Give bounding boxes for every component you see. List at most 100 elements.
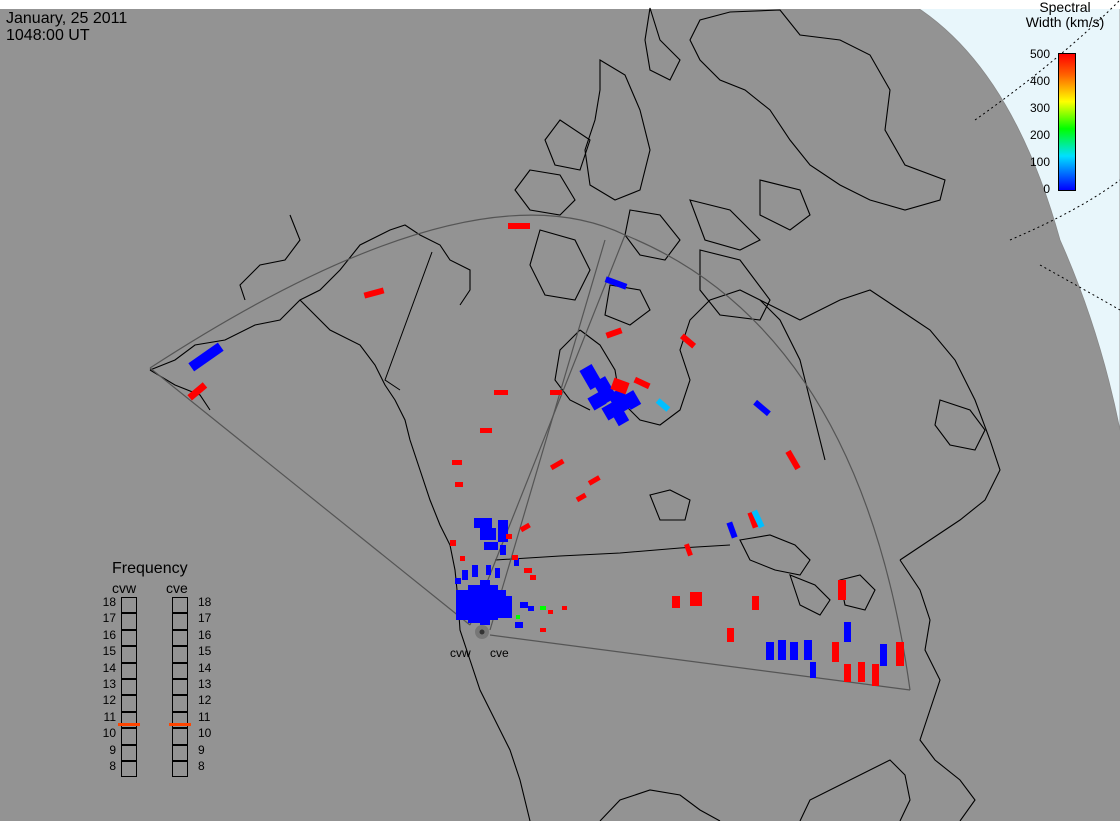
scatter-cell (655, 398, 671, 412)
scatter-cell (858, 662, 865, 682)
scatter-cell (480, 580, 490, 625)
scatter-cell (540, 606, 546, 610)
scatter-cell (880, 644, 887, 666)
cvw-frequency-cell (121, 695, 137, 712)
scatter-cell (480, 428, 492, 433)
scatter-cell (844, 622, 851, 642)
scatter-cell (519, 522, 531, 533)
scatter-cell (679, 333, 697, 349)
cve-frequency-cell (172, 613, 188, 630)
scatter-cell (604, 276, 628, 290)
scatter-cell (472, 565, 478, 577)
scatter-cell (785, 449, 801, 471)
frequency-scale-label-left: 11 (103, 709, 116, 724)
colorbar-tick-label: 200 (1029, 128, 1050, 142)
scatter-cell (587, 475, 601, 486)
frequency-scale-label-right: 17 (198, 611, 212, 626)
cve-frequency-cell (172, 711, 188, 729)
scatter-cell (778, 640, 786, 660)
colorbar-tick-label: 500 (1029, 47, 1050, 61)
scatter-cell (605, 327, 623, 339)
scatter-cell (462, 570, 468, 580)
frequency-scale-label-right: 9 (198, 742, 205, 757)
colorbar-tick-label: 100 (1029, 155, 1050, 169)
frequency-title: Frequency (112, 560, 188, 577)
latitude-grid-line (1009, 179, 1120, 241)
scatter-cell (508, 223, 530, 229)
cvw-frequency-cell (121, 597, 137, 614)
cvw-fov-east-edge (469, 234, 626, 626)
cvw-frequency-cell (121, 662, 137, 679)
scatter-cell (474, 518, 492, 528)
longitude-grid-line (1039, 264, 1120, 311)
frequency-scale-label-left: 18 (102, 595, 116, 609)
frequency-scale-label-right: 12 (198, 693, 212, 708)
cve-frequency-cell (172, 662, 188, 679)
cve-fov-west-edge (489, 239, 606, 631)
colorbar-tick-label: 400 (1029, 74, 1050, 88)
cell-cluster-near-range (455, 518, 534, 628)
scatter-cell (486, 565, 491, 575)
frequency-scale-label-right: 14 (198, 660, 212, 675)
cve-frequency-cell (172, 761, 188, 778)
frequency-scale-label-right: 10 (198, 726, 212, 741)
frequency-scale-label-right: 18 (198, 595, 212, 609)
colorbar-gradient (1058, 53, 1076, 191)
cell-scatter-red (187, 223, 904, 686)
cve-frequency-marker (169, 723, 191, 727)
cve-fov-south-edge (489, 634, 911, 691)
frequency-scale-label-left: 10 (102, 726, 116, 741)
scatter-cell (752, 596, 759, 610)
scatter-cell (516, 615, 520, 619)
scatter-cell (514, 558, 519, 566)
scatter-cell (607, 387, 633, 415)
frequency-scale-label-left: 14 (102, 660, 116, 675)
scatter-cell (484, 542, 498, 550)
scatter-cell (500, 545, 506, 555)
scatter-cell (575, 492, 587, 503)
scatter-cell (188, 342, 224, 372)
scatter-cell (844, 664, 851, 682)
top-border (0, 0, 1120, 9)
scatter-cell (450, 540, 456, 546)
scatter-cell (562, 606, 567, 610)
scatter-cell (363, 287, 385, 299)
scatter-cell (622, 390, 642, 410)
scatter-cell (515, 622, 523, 628)
scatter-cell (452, 460, 462, 465)
cell-cluster-hudson-bay (579, 363, 642, 427)
date-label: January, 25 2011 (6, 10, 128, 27)
cvw-frequency-cell (121, 711, 137, 729)
frequency-right-label: cve (166, 580, 188, 596)
cve-frequency-cell (172, 744, 188, 761)
cvw-fov-west-edge (149, 367, 471, 626)
frequency-scale-label-left: 12 (102, 693, 116, 708)
frequency-scale-label-left: 16 (102, 627, 116, 642)
scatter-cell (455, 578, 461, 584)
scatter-cell (456, 590, 468, 620)
scatter-cell (684, 543, 693, 557)
scatter-cell (495, 568, 500, 578)
scatter-cell (549, 458, 565, 471)
frequency-scale-label-left: 9 (109, 742, 116, 757)
frequency-scale-label-left: 8 (109, 759, 116, 773)
scatter-cell (832, 642, 839, 662)
frequency-left-label: cvw (112, 580, 137, 596)
frequency-scale-label-right: 8 (198, 759, 205, 773)
cvw-frequency-cell (121, 761, 137, 778)
cvw-frequency-cell (121, 629, 137, 647)
cve-fov-outer-arc (624, 234, 911, 691)
scatter-cell (896, 642, 904, 666)
scatter-cell (530, 575, 536, 580)
cvw-frequency-cell (121, 744, 137, 761)
scatter-cell (610, 377, 630, 395)
cve-frequency-cell (172, 646, 188, 663)
scatter-cell (498, 520, 508, 542)
frequency-scale-label-right: 15 (198, 644, 212, 659)
scatter-cell (550, 390, 562, 395)
colorbar-tick-label: 0 (1043, 182, 1050, 196)
scatter-cell (528, 606, 534, 611)
cvw-fov-outer-arc (149, 214, 626, 369)
